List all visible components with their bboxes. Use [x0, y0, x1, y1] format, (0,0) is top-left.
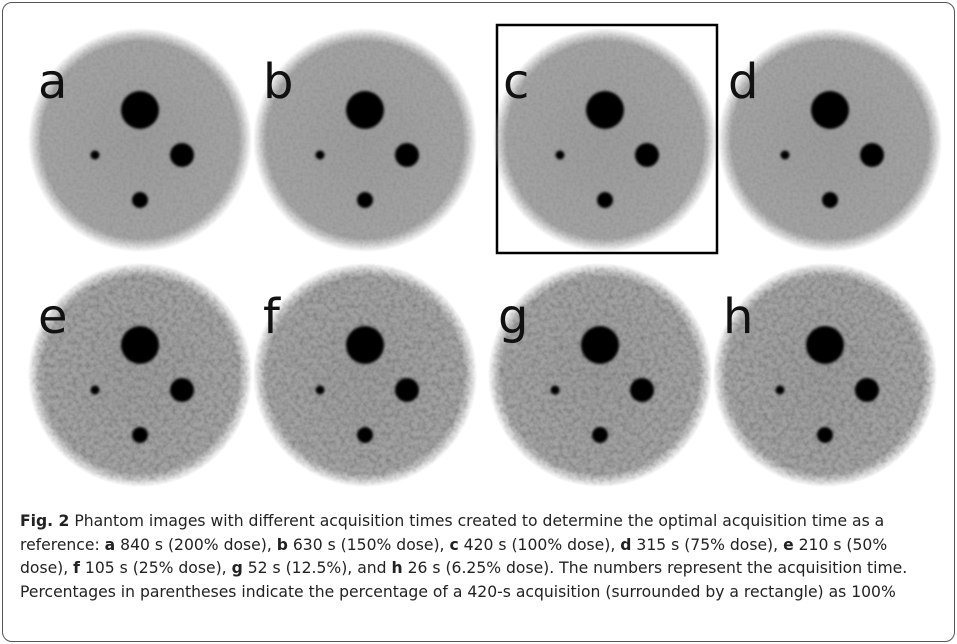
caption-bold: f — [73, 559, 80, 577]
lesion — [555, 150, 565, 160]
lesion — [90, 385, 100, 395]
lesion — [855, 378, 879, 402]
figure: a b c d e f g h — [28, 23, 942, 487]
caption-text: 210 s (50% dose), — [20, 535, 888, 578]
lesion — [395, 143, 419, 167]
lesion — [806, 326, 844, 364]
caption-bold: g — [231, 559, 243, 577]
panel-label: d — [728, 54, 758, 110]
lesion — [357, 192, 373, 208]
lesions — [315, 91, 419, 208]
panel-label: g — [498, 289, 528, 345]
lesion — [630, 378, 654, 402]
lesion — [811, 91, 849, 129]
lesion — [586, 91, 624, 129]
phantom-image — [713, 263, 937, 487]
caption-bold: c — [449, 535, 459, 554]
lesions — [315, 326, 419, 443]
lesion — [121, 91, 159, 129]
phantom-disk — [493, 28, 717, 252]
caption-text: 840 s (200% dose), — [115, 535, 277, 554]
phantom-image — [718, 28, 942, 252]
lesion — [775, 385, 785, 395]
caption-bold: d — [620, 535, 632, 554]
caption-bold: e — [783, 535, 794, 554]
lesion — [550, 385, 560, 395]
lesion — [170, 378, 194, 402]
phantom-disk — [28, 28, 252, 252]
phantom-image — [28, 263, 252, 487]
panel-label: e — [38, 289, 68, 345]
phantom-image — [253, 28, 477, 252]
lesion — [132, 192, 148, 208]
lesion — [395, 378, 419, 402]
lesion — [592, 427, 608, 443]
lesion — [581, 326, 619, 364]
caption-text: 420 s (100% dose), — [458, 535, 621, 554]
caption-text: Phantom images with different acquisitio… — [20, 512, 885, 554]
phantom-disk — [28, 263, 252, 487]
lesion — [132, 427, 148, 443]
lesions — [780, 91, 884, 208]
lesion — [170, 143, 194, 167]
lesion — [315, 385, 325, 395]
panel-label: h — [723, 289, 753, 345]
lesion — [90, 150, 100, 160]
lesion — [346, 326, 384, 364]
phantom-disk — [713, 263, 937, 487]
caption-bold: b — [276, 535, 288, 554]
lesion — [121, 326, 159, 364]
figure-caption: Fig. 2 Phantom images with different acq… — [20, 510, 940, 604]
panel-label: c — [503, 54, 529, 110]
lesion — [635, 143, 659, 167]
lesion — [860, 143, 884, 167]
phantom-image — [253, 263, 477, 487]
phantom-image — [28, 28, 252, 252]
panel-label: b — [263, 54, 293, 110]
caption-text: 630 s (150% dose), — [287, 535, 450, 554]
panel-label: f — [263, 289, 281, 345]
lesion — [817, 427, 833, 443]
phantom-disk — [718, 28, 942, 252]
lesions — [550, 326, 654, 443]
lesion — [357, 427, 373, 443]
caption-bold: Fig. 2 — [20, 512, 70, 530]
lesion — [780, 150, 790, 160]
panel-label: a — [38, 54, 67, 110]
lesion — [597, 192, 613, 208]
phantom-disk — [488, 263, 712, 487]
lesion — [315, 150, 325, 160]
caption-text: 52 s (12.5%), and — [242, 559, 392, 577]
lesion — [346, 91, 384, 129]
phantom-image — [488, 263, 712, 487]
caption-text: 26 s (6.25% dose). The numbers represent… — [20, 559, 908, 601]
phantom-image — [493, 28, 717, 252]
lesions — [90, 326, 194, 443]
lesion — [822, 192, 838, 208]
caption-bold: a — [104, 535, 116, 554]
lesions — [555, 91, 659, 208]
caption-text: 105 s (25% dose), — [79, 559, 232, 577]
caption-text: 315 s (75% dose), — [631, 535, 784, 554]
phantom-disk — [253, 263, 477, 487]
caption-bold: h — [391, 559, 403, 577]
phantom-disk — [253, 28, 477, 252]
lesions — [90, 91, 194, 208]
lesions — [775, 326, 879, 443]
